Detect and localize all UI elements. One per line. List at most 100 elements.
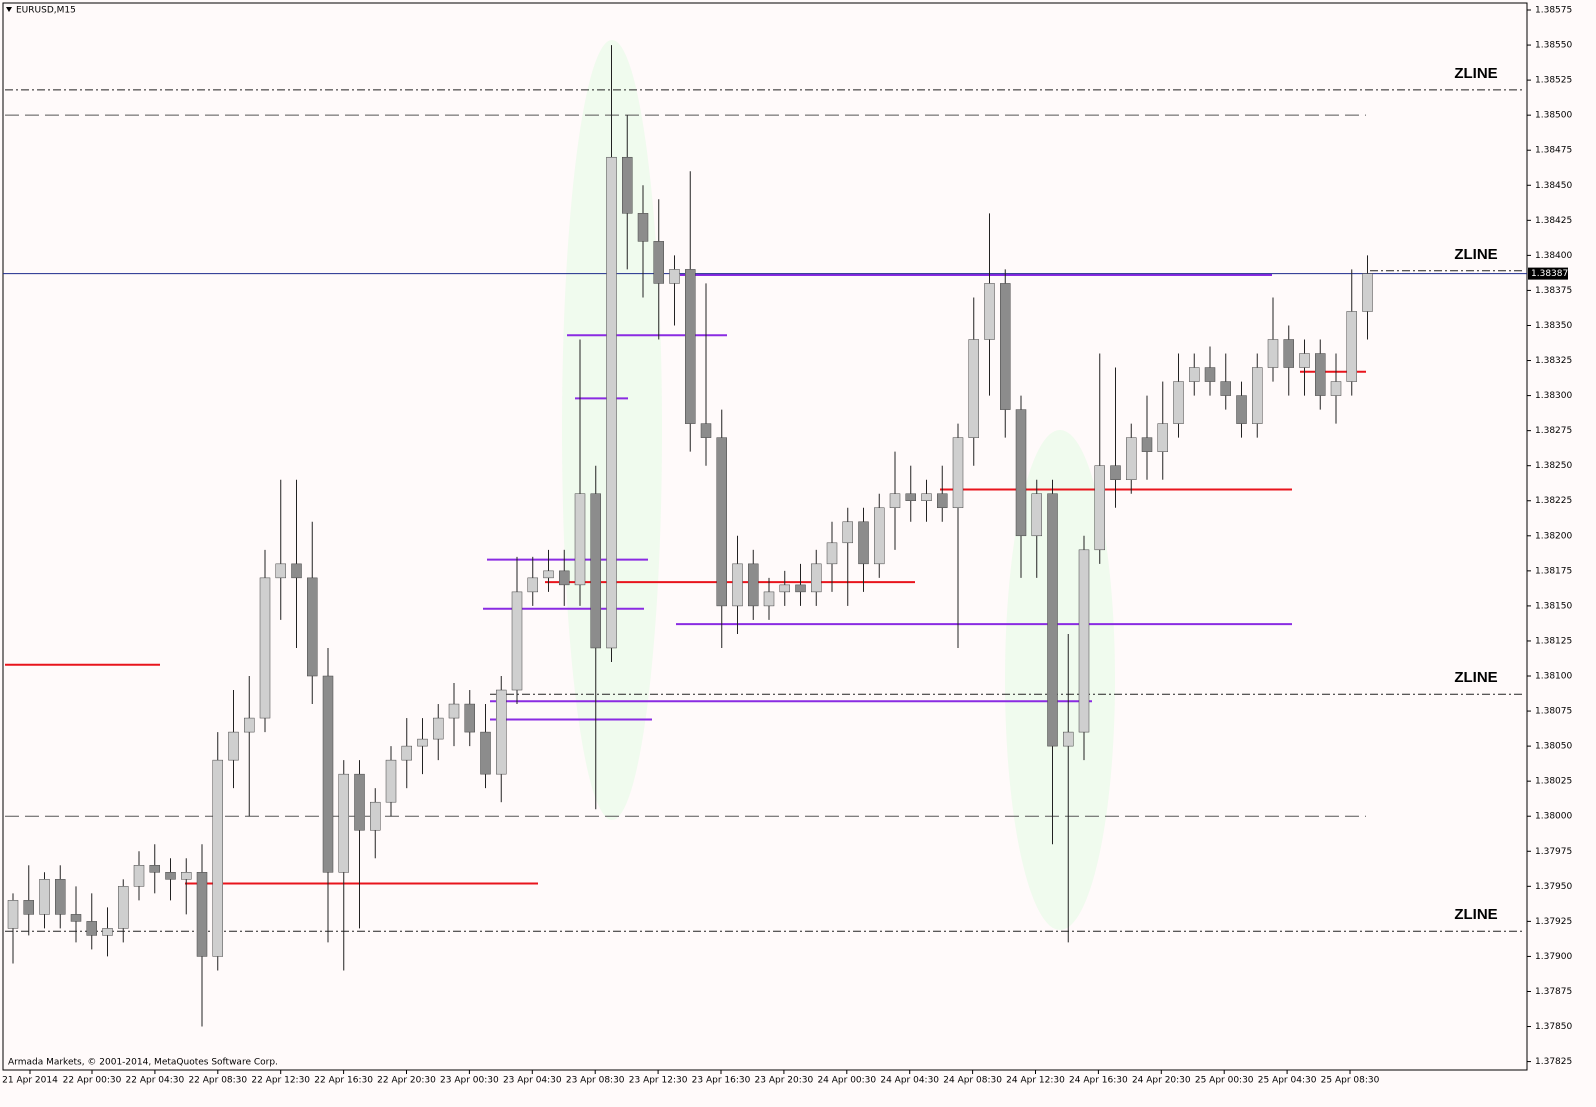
candle-body (354, 773, 365, 831)
candle-body (511, 591, 523, 691)
y-tick-label: 1.37825 (1535, 1057, 1572, 1067)
candle-body (181, 872, 192, 880)
candle-body (1204, 367, 1216, 382)
candle-body (826, 542, 838, 565)
y-tick-label: 1.38075 (1535, 707, 1572, 717)
candle-body (86, 921, 97, 936)
y-tick-label: 1.38125 (1535, 636, 1572, 646)
candle-body (133, 865, 145, 887)
candle-body (763, 591, 775, 607)
x-tick-label: 25 Apr 04:30 (1258, 1076, 1317, 1086)
candle-body (1299, 353, 1310, 368)
x-tick-label: 22 Apr 08:30 (188, 1076, 247, 1086)
candle-body (606, 156, 617, 649)
y-tick-label: 1.37925 (1535, 917, 1572, 927)
candle-body (196, 872, 208, 957)
x-tick-label: 21 Apr 2014 (2, 1076, 58, 1086)
x-tick-label: 25 Apr 00:30 (1195, 1076, 1254, 1086)
candle-body (1315, 353, 1326, 396)
candle-body (685, 269, 696, 424)
footer: Armada Markets, © 2001-2014, MetaQuotes … (8, 1058, 278, 1068)
x-tick-label: 23 Apr 00:30 (440, 1076, 499, 1086)
candle-body (212, 759, 223, 957)
candle-body (385, 759, 397, 803)
x-tick-label: 24 Apr 04:30 (880, 1076, 939, 1086)
price-tag (1528, 267, 1568, 280)
candle-body (559, 570, 570, 586)
candle-body (1094, 465, 1105, 551)
candle-body (165, 872, 176, 880)
x-tick-label: 24 Apr 16:30 (1069, 1076, 1128, 1086)
candle-body (937, 493, 948, 509)
candle-body (842, 521, 853, 544)
y-tick-label: 1.38525 (1535, 76, 1572, 86)
candle-body (464, 703, 475, 733)
candle-body (1126, 437, 1137, 480)
zline-label: ZLINE (1454, 65, 1497, 82)
candle-body (1078, 549, 1090, 733)
candle-body (1157, 423, 1168, 452)
candle-body (70, 914, 82, 922)
candle-body (874, 507, 885, 565)
y-tick-label: 1.38250 (1535, 461, 1572, 471)
candle-body (1236, 395, 1247, 424)
candle-body (102, 928, 113, 936)
candle-body (1015, 409, 1027, 537)
candle-body (338, 773, 349, 873)
x-tick-label: 22 Apr 00:30 (63, 1076, 122, 1086)
candle-body (1141, 437, 1153, 452)
candle-body (322, 675, 334, 873)
y-tick-label: 1.37875 (1535, 987, 1572, 997)
candle-body (921, 493, 932, 501)
y-tick-label: 1.38375 (1535, 286, 1572, 296)
x-tick-label: 23 Apr 20:30 (755, 1076, 814, 1086)
candle-body (1063, 731, 1074, 747)
candle-body (795, 584, 806, 593)
candle-body (1031, 493, 1042, 537)
y-tick-label: 1.38175 (1535, 566, 1572, 576)
y-tick-label: 1.38300 (1535, 391, 1572, 401)
x-tick-label: 23 Apr 04:30 (503, 1076, 562, 1086)
x-tick-label: 23 Apr 16:30 (692, 1076, 751, 1086)
candle-body (275, 563, 286, 579)
candle-body (370, 801, 381, 831)
zline-label: ZLINE (1454, 669, 1497, 686)
x-tick-label: 22 Apr 04:30 (126, 1076, 185, 1086)
y-tick-label: 1.38425 (1535, 216, 1572, 226)
candle-body (480, 731, 491, 775)
candle-body (1173, 381, 1184, 424)
candle-body (716, 437, 727, 607)
x-tick-label: 24 Apr 08:30 (943, 1076, 1002, 1086)
candle-body (149, 865, 160, 873)
x-tick-label: 23 Apr 12:30 (629, 1076, 688, 1086)
zline-label: ZLINE (1454, 246, 1497, 263)
candle-body (952, 437, 964, 509)
y-tick-label: 1.38450 (1535, 181, 1572, 191)
y-tick-label: 1.38550 (1535, 41, 1572, 51)
candle-body (858, 521, 869, 565)
y-tick-label: 1.38050 (1535, 742, 1572, 752)
candle-body (448, 703, 460, 719)
x-tick-label: 22 Apr 20:30 (377, 1076, 436, 1086)
candle-body (1252, 367, 1263, 424)
y-tick-label: 1.38500 (1535, 111, 1572, 121)
y-tick-label: 1.38200 (1535, 531, 1572, 541)
candle-body (244, 717, 255, 733)
candle-body (653, 241, 664, 284)
candle-body (259, 577, 271, 719)
candle-body (1283, 339, 1294, 368)
y-tick-label: 1.38575 (1535, 6, 1572, 16)
y-tick-label: 1.38150 (1535, 601, 1572, 611)
x-tick-label: 24 Apr 20:30 (1132, 1076, 1191, 1086)
candle-body (700, 423, 712, 438)
candle-body (732, 563, 743, 607)
menu-arrow[interactable] (6, 7, 12, 12)
y-tick-label: 1.38100 (1535, 672, 1572, 682)
y-tick-label: 1.37850 (1535, 1022, 1572, 1032)
candle-body (118, 886, 129, 929)
candle-body (779, 584, 790, 593)
candle-body (496, 689, 507, 775)
candle-body (291, 563, 302, 579)
